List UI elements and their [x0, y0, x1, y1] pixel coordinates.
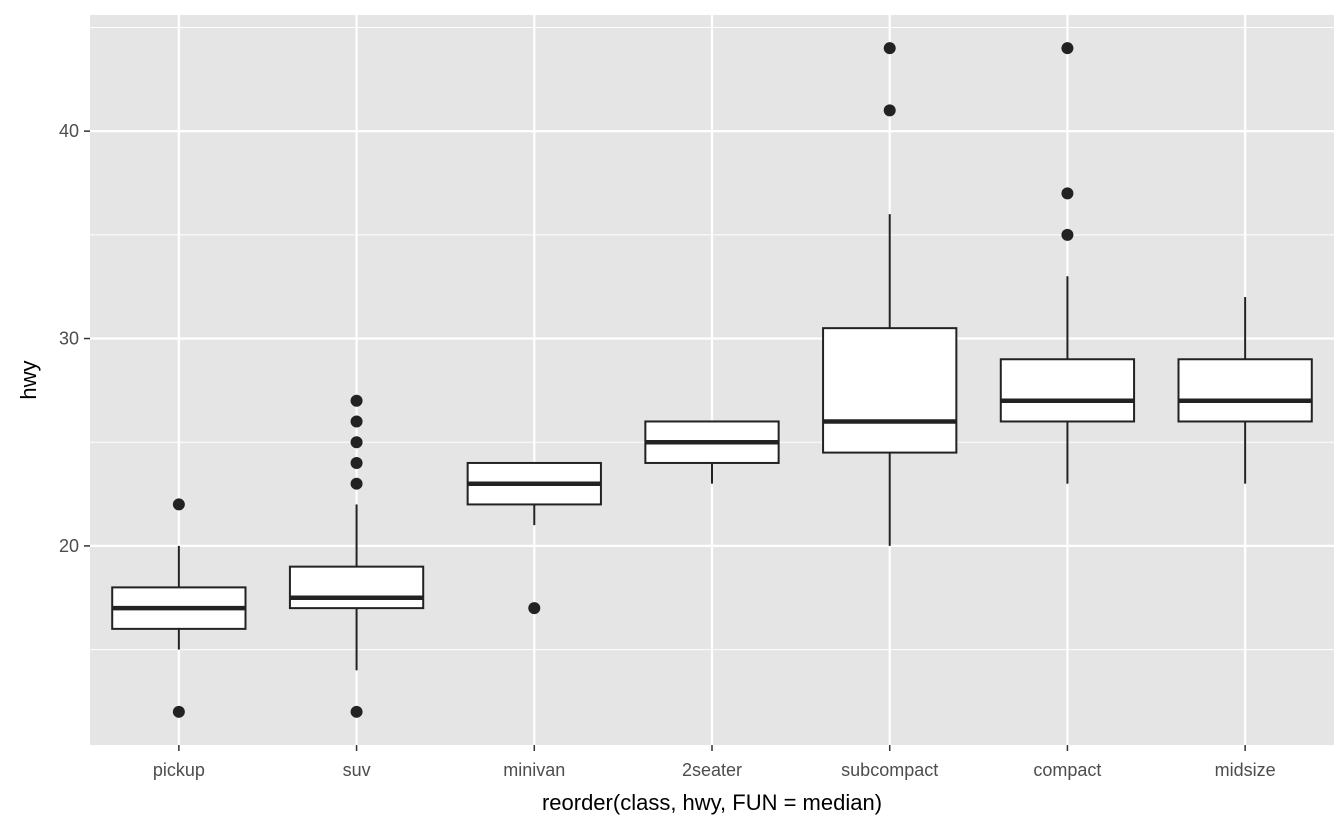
- outlier-point: [883, 104, 896, 117]
- x-tick-label: compact: [1033, 760, 1101, 780]
- x-tick-label: minivan: [503, 760, 565, 780]
- outlier-point: [350, 456, 363, 469]
- x-tick-label: 2seater: [682, 760, 742, 780]
- outlier-point: [528, 602, 541, 615]
- x-tick-label: subcompact: [841, 760, 938, 780]
- box: [288, 565, 425, 610]
- x-tick-label: pickup: [153, 760, 205, 780]
- outlier-point: [1061, 228, 1074, 241]
- box: [999, 358, 1136, 423]
- box: [822, 327, 958, 454]
- outlier-point: [1061, 187, 1074, 200]
- x-axis-label: reorder(class, hwy, FUN = median): [542, 790, 882, 815]
- outlier-point: [350, 705, 363, 718]
- outlier-point: [350, 415, 363, 428]
- x-tick-label: suv: [343, 760, 371, 780]
- outlier-point: [350, 394, 363, 407]
- y-tick-label: 30: [59, 329, 79, 349]
- outlier-point: [350, 436, 363, 449]
- box: [1177, 358, 1313, 423]
- y-axis-label: hwy: [16, 360, 41, 399]
- outlier-point: [172, 498, 185, 511]
- outlier-point: [883, 42, 896, 55]
- y-tick-label: 40: [59, 121, 79, 141]
- outlier-point: [1061, 42, 1074, 55]
- x-tick-label: midsize: [1215, 760, 1276, 780]
- outlier-point: [350, 477, 363, 490]
- outlier-point: [172, 705, 185, 718]
- y-tick-label: 20: [59, 536, 79, 556]
